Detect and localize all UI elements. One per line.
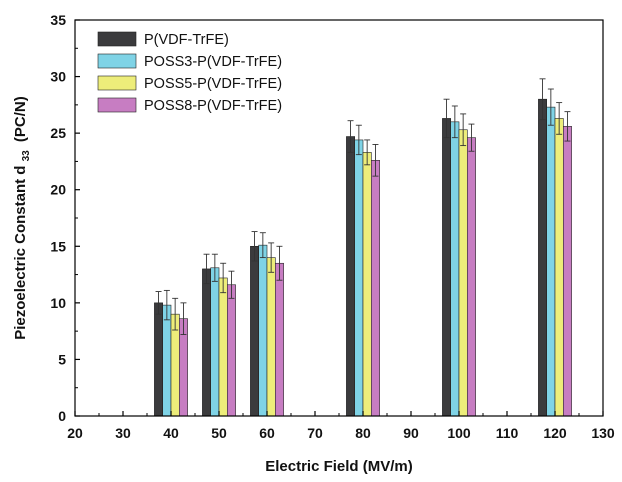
y-axis-title-main: Piezoelectric Constant d xyxy=(12,166,29,340)
bar xyxy=(274,262,284,417)
bar xyxy=(370,159,380,417)
bar xyxy=(250,245,259,417)
legend-label: P(VDF-TrFE) xyxy=(144,32,229,48)
bar xyxy=(154,302,163,417)
y-tick-label: 30 xyxy=(50,69,66,85)
bar xyxy=(466,137,476,417)
bar xyxy=(562,126,572,417)
y-tick-label: 5 xyxy=(58,351,66,367)
bar xyxy=(227,284,236,417)
legend-swatch xyxy=(97,97,137,113)
y-axis-title-subscript: 33 xyxy=(21,150,32,162)
x-tick-label: 40 xyxy=(163,425,179,441)
y-tick-label: 20 xyxy=(50,182,66,198)
bar xyxy=(546,106,556,417)
bar xyxy=(258,244,268,417)
legend: P(VDF-TrFE) POSS3-P(VDF-TrFE) POSS5-P(VDF-… xyxy=(97,31,282,114)
bar xyxy=(538,98,548,417)
bar xyxy=(202,268,211,417)
legend-swatch xyxy=(97,75,137,91)
bar xyxy=(218,277,228,417)
x-tick-label: 60 xyxy=(259,425,275,441)
legend-swatch xyxy=(97,31,137,47)
y-tick-label: 15 xyxy=(50,238,66,254)
x-tick-label: 100 xyxy=(447,425,471,441)
bar xyxy=(354,139,364,417)
bar xyxy=(162,304,172,417)
x-tick-label: 110 xyxy=(496,425,519,441)
bar xyxy=(266,257,276,417)
legend-label: POSS8-P(VDF-TrFE) xyxy=(144,98,282,114)
legend-swatch xyxy=(97,53,137,69)
bar xyxy=(458,129,468,417)
bar xyxy=(210,267,220,417)
bars-layer xyxy=(154,98,572,417)
x-tick-label: 130 xyxy=(591,425,615,441)
x-tick-label: 50 xyxy=(211,425,227,441)
x-tick-label: 20 xyxy=(67,425,83,441)
tick-labels-layer: 20 30 40 50 60 70 80 90 100 110 120 130 0 5 10 15 20 25 30… xyxy=(50,12,614,441)
bar xyxy=(450,121,460,417)
y-axis-title-unit: (PC/N) xyxy=(12,96,29,142)
y-tick-label: 25 xyxy=(50,125,66,141)
x-tick-label: 120 xyxy=(543,425,567,441)
bar xyxy=(362,152,372,417)
bar xyxy=(554,118,564,417)
legend-label: POSS5-P(VDF-TrFE) xyxy=(144,76,282,92)
y-axis-title: Piezoelectric Constant d 33 (PC/N) xyxy=(12,96,33,340)
x-tick-label: 70 xyxy=(307,425,323,441)
x-tick-label: 90 xyxy=(403,425,419,441)
y-tick-label: 35 xyxy=(50,12,66,28)
y-tick-label: 10 xyxy=(50,295,66,311)
y-tick-label: 0 xyxy=(58,408,66,424)
x-tick-label: 80 xyxy=(355,425,371,441)
bar xyxy=(346,136,355,417)
x-tick-label: 30 xyxy=(115,425,131,441)
x-axis-title: Electric Field (MV/m) xyxy=(265,458,413,475)
ticks-layer xyxy=(74,19,604,417)
error-bars-layer xyxy=(155,78,571,335)
legend-label: POSS3-P(VDF-TrFE) xyxy=(144,54,282,70)
bar xyxy=(442,118,451,417)
